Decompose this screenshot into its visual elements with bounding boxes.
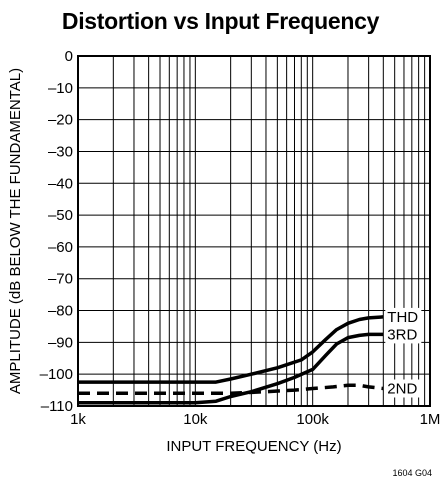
x-tick-label: 10k (183, 411, 208, 428)
series-label-bg (385, 307, 422, 326)
y-tick-label: –30 (48, 143, 73, 160)
series-lines (78, 315, 384, 405)
x-tick-labels: 1k 10k 100k 1M (70, 411, 440, 428)
series-label-2nd: 2ND (387, 381, 417, 398)
series-line-thd (78, 315, 384, 384)
y-axis-label: AMPLITUDE (dB BELOW THE FUNDAMENTAL) (7, 68, 24, 394)
y-tick-label: –100 (40, 366, 73, 383)
plot-frame (77, 55, 431, 407)
x-tick-label: 100k (296, 411, 329, 428)
y-tick-label: –40 (48, 175, 73, 192)
y-tick-label: –110 (41, 398, 73, 415)
y-tick-label: –80 (48, 303, 73, 320)
y-tick-labels: 0 –10 –20 –30 –40 –50 –60 –70 –80 –90 –100 –110 (40, 48, 73, 415)
chart-title: Distortion vs Input Frequency (61, 8, 380, 34)
figure-code: 1604 G04 (392, 468, 432, 478)
series-label-3rd: 3RD (387, 326, 417, 343)
x-axis-label: INPUT FREQUENCY (Hz) (166, 438, 341, 455)
series-label-bg (385, 379, 422, 398)
y-tick-label: –10 (48, 80, 73, 97)
y-tick-label: –20 (48, 112, 73, 129)
series-line-2nd (78, 383, 384, 396)
series-label-bg (385, 325, 422, 344)
x-tick-label: 1M (420, 411, 441, 428)
y-tick-label: –90 (48, 334, 73, 351)
grid (77, 55, 430, 407)
x-tick-label: 1k (70, 411, 86, 428)
y-tick-label: –60 (48, 239, 73, 256)
y-tick-label: 0 (65, 48, 73, 65)
y-tick-label: –50 (48, 207, 73, 224)
series-line-3rd (78, 332, 384, 405)
series-label-thd: THD (387, 309, 418, 326)
y-tick-label: –70 (48, 271, 73, 288)
